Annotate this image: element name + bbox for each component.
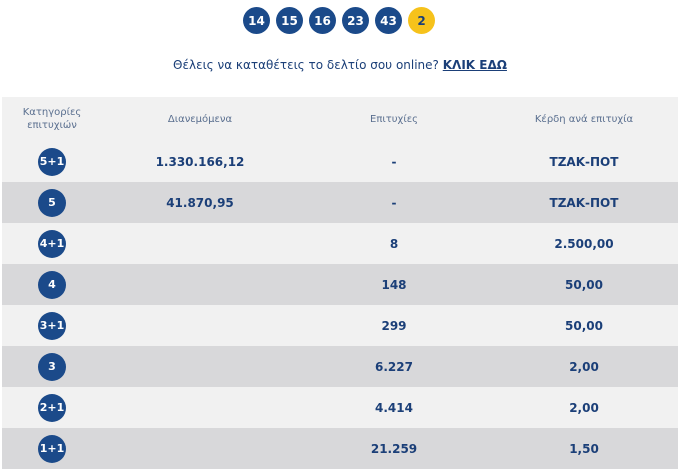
header-distributed: Διανεμόμενα (167, 113, 233, 125)
winners-cell: 4.414 (375, 400, 413, 415)
table-row: 4+1 8 2.500,00 (2, 223, 678, 264)
category-badge: 4+1 (38, 229, 66, 258)
winners-cell: 148 (381, 277, 407, 292)
category-cell: 2+1 (2, 393, 102, 422)
category-badge: 3 (38, 352, 66, 381)
header-winners: Επιτυχίες (370, 113, 418, 125)
prize-cell: 1,50 (569, 441, 599, 456)
category-badge: 2+1 (38, 393, 66, 422)
table-row: 1+1 21.259 1,50 (2, 428, 678, 469)
distributed-cell: 1.330.166,12 (155, 154, 245, 169)
prize-cell: 50,00 (565, 277, 603, 292)
number-ball: 16 (309, 7, 336, 34)
category-cell: 5 (2, 188, 102, 217)
table-row: 5+1 1.330.166,12 - ΤΖΑΚ-ΠΟΤ (2, 141, 678, 182)
click-here-link[interactable]: ΚΛΙΚ ΕΔΩ (442, 58, 507, 72)
winners-cell: 21.259 (370, 441, 418, 456)
category-cell: 3+1 (2, 311, 102, 340)
table-row: 5 41.870,95 - ΤΖΑΚ-ΠΟΤ (2, 182, 678, 223)
category-cell: 1+1 (2, 434, 102, 463)
online-promo: Θέλεις να καταθέτεις το δελτίο σου onlin… (0, 58, 680, 72)
category-cell: 3 (2, 352, 102, 381)
table-header: Κατηγορίες επιτυχιών Διανεμόμενα Επιτυχί… (2, 97, 678, 141)
category-cell: 5+1 (2, 147, 102, 176)
prize-cell: 2,00 (569, 359, 599, 374)
category-badge: 1+1 (38, 434, 66, 463)
number-ball: 15 (276, 7, 303, 34)
table-row: 4 148 50,00 (2, 264, 678, 305)
prize-cell: 2,00 (569, 400, 599, 415)
prize-cell: 2.500,00 (554, 236, 614, 251)
table-row: 2+1 4.414 2,00 (2, 387, 678, 428)
drawn-numbers: 14 15 16 23 43 2 (243, 7, 435, 34)
winners-cell: 6.227 (375, 359, 413, 374)
category-cell: 4 (2, 270, 102, 299)
number-ball: 23 (342, 7, 369, 34)
distributed-cell: 41.870,95 (166, 195, 234, 210)
prize-cell: ΤΖΑΚ-ΠΟΤ (549, 154, 619, 169)
joker-ball: 2 (408, 7, 435, 34)
prize-cell: 50,00 (565, 318, 603, 333)
header-category: Κατηγορίες επιτυχιών (22, 107, 82, 131)
category-badge: 4 (38, 270, 66, 299)
prize-cell: ΤΖΑΚ-ΠΟΤ (549, 195, 619, 210)
category-badge: 5 (38, 188, 66, 217)
prize-table: Κατηγορίες επιτυχιών Διανεμόμενα Επιτυχί… (2, 97, 678, 469)
winners-cell: 299 (381, 318, 407, 333)
promo-text: Θέλεις να καταθέτεις το δελτίο σου onlin… (173, 58, 443, 72)
winners-cell: - (391, 154, 397, 169)
category-cell: 4+1 (2, 229, 102, 258)
header-prize: Κέρδη ανά επιτυχία (534, 113, 634, 125)
number-ball: 43 (375, 7, 402, 34)
table-row: 3+1 299 50,00 (2, 305, 678, 346)
number-ball: 14 (243, 7, 270, 34)
winners-cell: - (391, 195, 397, 210)
table-row: 3 6.227 2,00 (2, 346, 678, 387)
category-badge: 3+1 (38, 311, 66, 340)
category-badge: 5+1 (38, 147, 66, 176)
winners-cell: 8 (389, 236, 399, 251)
